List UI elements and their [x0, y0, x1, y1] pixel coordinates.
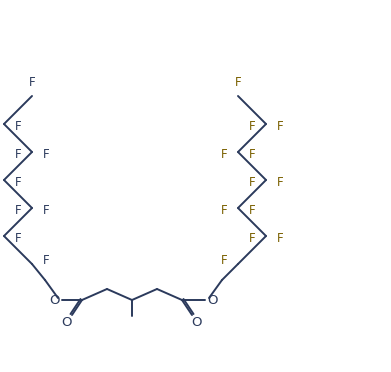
- Text: F: F: [15, 176, 22, 189]
- Text: F: F: [15, 231, 22, 244]
- Text: F: F: [235, 76, 241, 89]
- Text: F: F: [221, 148, 227, 160]
- Text: F: F: [249, 231, 255, 244]
- Text: F: F: [29, 76, 35, 89]
- Text: F: F: [15, 119, 22, 132]
- Text: O: O: [62, 317, 72, 330]
- Text: F: F: [221, 253, 227, 266]
- Text: F: F: [277, 119, 283, 132]
- Text: F: F: [15, 203, 22, 217]
- Text: F: F: [221, 203, 227, 217]
- Text: O: O: [192, 317, 202, 330]
- Text: F: F: [277, 176, 283, 189]
- Text: F: F: [249, 148, 255, 160]
- Text: F: F: [43, 148, 49, 160]
- Text: F: F: [277, 231, 283, 244]
- Text: F: F: [249, 176, 255, 189]
- Text: O: O: [50, 294, 60, 307]
- Text: F: F: [43, 203, 49, 217]
- Text: F: F: [249, 119, 255, 132]
- Text: F: F: [43, 253, 49, 266]
- Text: F: F: [15, 148, 22, 160]
- Text: O: O: [207, 294, 217, 307]
- Text: F: F: [249, 203, 255, 217]
